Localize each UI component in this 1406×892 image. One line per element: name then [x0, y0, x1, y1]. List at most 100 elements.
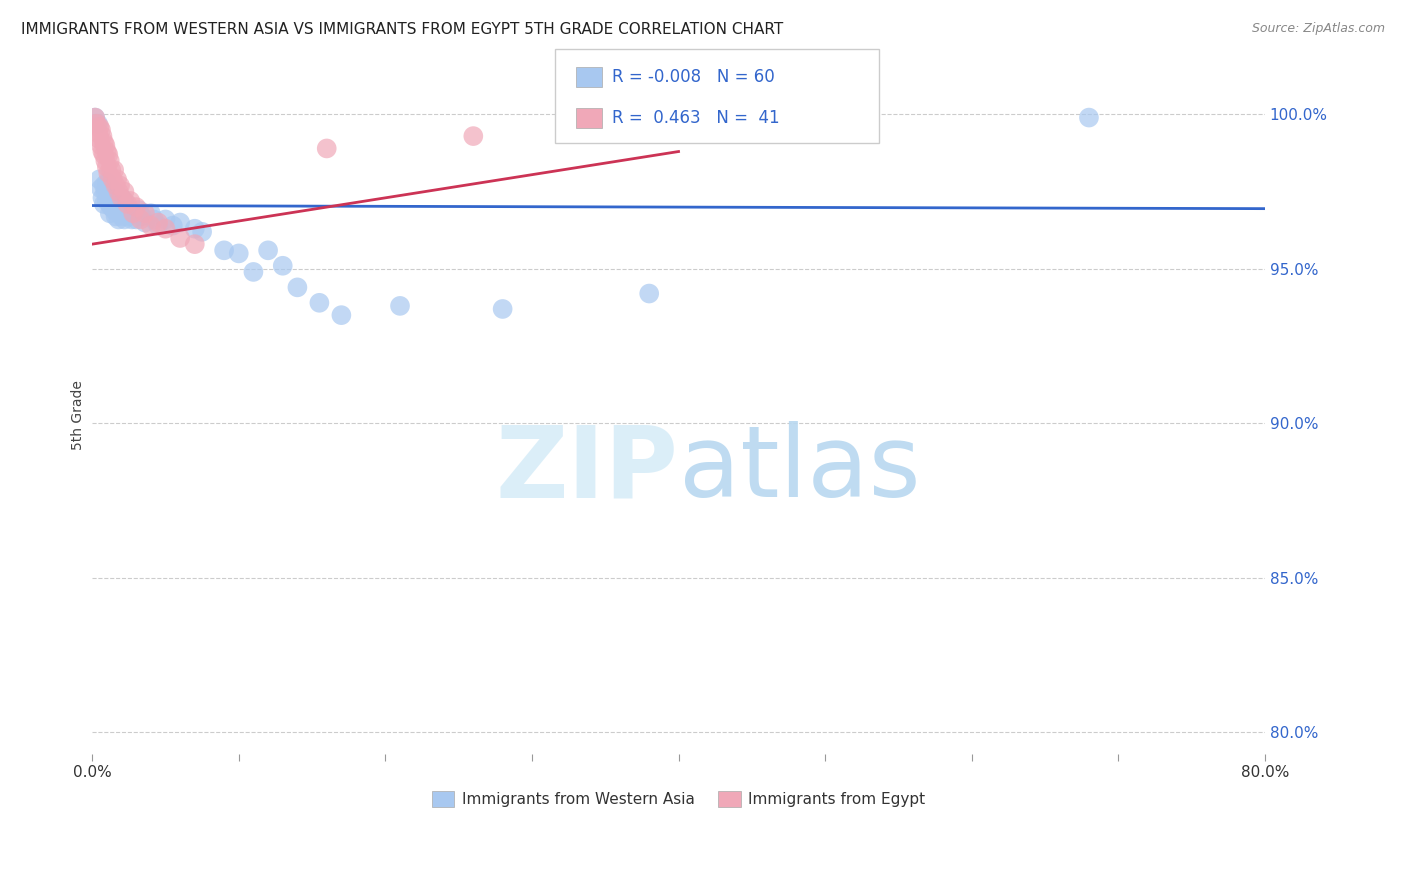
Point	[184, 237, 207, 252]
Point	[104, 210, 127, 224]
Point	[93, 147, 115, 161]
Point	[94, 138, 117, 153]
Point	[103, 203, 125, 218]
Point	[114, 212, 136, 227]
Point	[100, 163, 122, 178]
Point	[107, 185, 129, 199]
Point	[146, 215, 169, 229]
Point	[638, 286, 661, 301]
Point	[565, 111, 588, 125]
Text: R =  0.463   N =  41: R = 0.463 N = 41	[612, 109, 779, 127]
Point	[139, 206, 162, 220]
Point	[114, 194, 136, 208]
Point	[169, 215, 191, 229]
Point	[105, 203, 128, 218]
Point	[96, 160, 118, 174]
Point	[115, 206, 138, 220]
Point	[111, 200, 134, 214]
Point	[146, 219, 169, 233]
Point	[169, 231, 191, 245]
Point	[98, 197, 121, 211]
Point	[105, 187, 128, 202]
Point	[97, 187, 120, 202]
Point	[97, 147, 120, 161]
Point	[87, 117, 110, 131]
Y-axis label: 5th Grade: 5th Grade	[72, 381, 86, 450]
Point	[257, 244, 280, 258]
Point	[90, 123, 112, 137]
Point	[118, 210, 141, 224]
Point	[108, 203, 131, 218]
Point	[114, 185, 136, 199]
Point	[93, 135, 115, 149]
Point	[101, 172, 124, 186]
Point	[134, 215, 156, 229]
Point	[96, 175, 118, 189]
Point	[110, 191, 132, 205]
Point	[89, 120, 111, 134]
Point	[129, 212, 152, 227]
Point	[94, 185, 117, 199]
Point	[97, 166, 120, 180]
Text: IMMIGRANTS FROM WESTERN ASIA VS IMMIGRANTS FROM EGYPT 5TH GRADE CORRELATION CHAR: IMMIGRANTS FROM WESTERN ASIA VS IMMIGRAN…	[21, 22, 783, 37]
Point	[93, 197, 115, 211]
Point	[98, 206, 121, 220]
Point	[100, 181, 122, 195]
Point	[101, 191, 124, 205]
Point	[89, 132, 111, 146]
Point	[91, 145, 114, 159]
Point	[131, 210, 153, 224]
Point	[108, 178, 131, 193]
Point	[330, 308, 353, 322]
Point	[98, 153, 121, 168]
Point	[96, 145, 118, 159]
Point	[271, 259, 294, 273]
Point	[104, 194, 127, 208]
Point	[122, 206, 145, 220]
Point	[315, 141, 337, 155]
Point	[100, 200, 122, 214]
Point	[128, 203, 150, 218]
Point	[107, 197, 129, 211]
Text: R = -0.008   N = 60: R = -0.008 N = 60	[612, 68, 775, 86]
Point	[86, 117, 108, 131]
Point	[134, 206, 156, 220]
Point	[191, 225, 214, 239]
Point	[121, 212, 143, 227]
Point	[90, 181, 112, 195]
Point	[104, 178, 127, 193]
Point	[90, 138, 112, 153]
Point	[91, 129, 114, 144]
Point	[105, 172, 128, 186]
Point	[93, 178, 115, 193]
Point	[96, 194, 118, 208]
Point	[1078, 111, 1101, 125]
Point	[94, 153, 117, 168]
Point	[125, 200, 148, 214]
Point	[142, 212, 165, 227]
Point	[184, 221, 207, 235]
Point	[87, 126, 110, 140]
Point	[125, 212, 148, 227]
Point	[491, 301, 513, 316]
Point	[389, 299, 412, 313]
Point	[84, 111, 107, 125]
Point	[117, 200, 139, 214]
Point	[89, 172, 111, 186]
Text: ZIP: ZIP	[496, 421, 679, 518]
Point	[103, 163, 125, 178]
Point	[117, 197, 139, 211]
Point	[120, 203, 142, 218]
Point	[212, 244, 235, 258]
Point	[463, 129, 485, 144]
Point	[91, 191, 114, 205]
Point	[287, 280, 309, 294]
Point	[155, 221, 177, 235]
Point	[107, 212, 129, 227]
Legend: Immigrants from Western Asia, Immigrants from Egypt: Immigrants from Western Asia, Immigrants…	[426, 785, 932, 814]
Text: Source: ZipAtlas.com: Source: ZipAtlas.com	[1251, 22, 1385, 36]
Point	[84, 111, 107, 125]
Point	[110, 210, 132, 224]
Text: atlas: atlas	[679, 421, 920, 518]
Point	[122, 206, 145, 220]
